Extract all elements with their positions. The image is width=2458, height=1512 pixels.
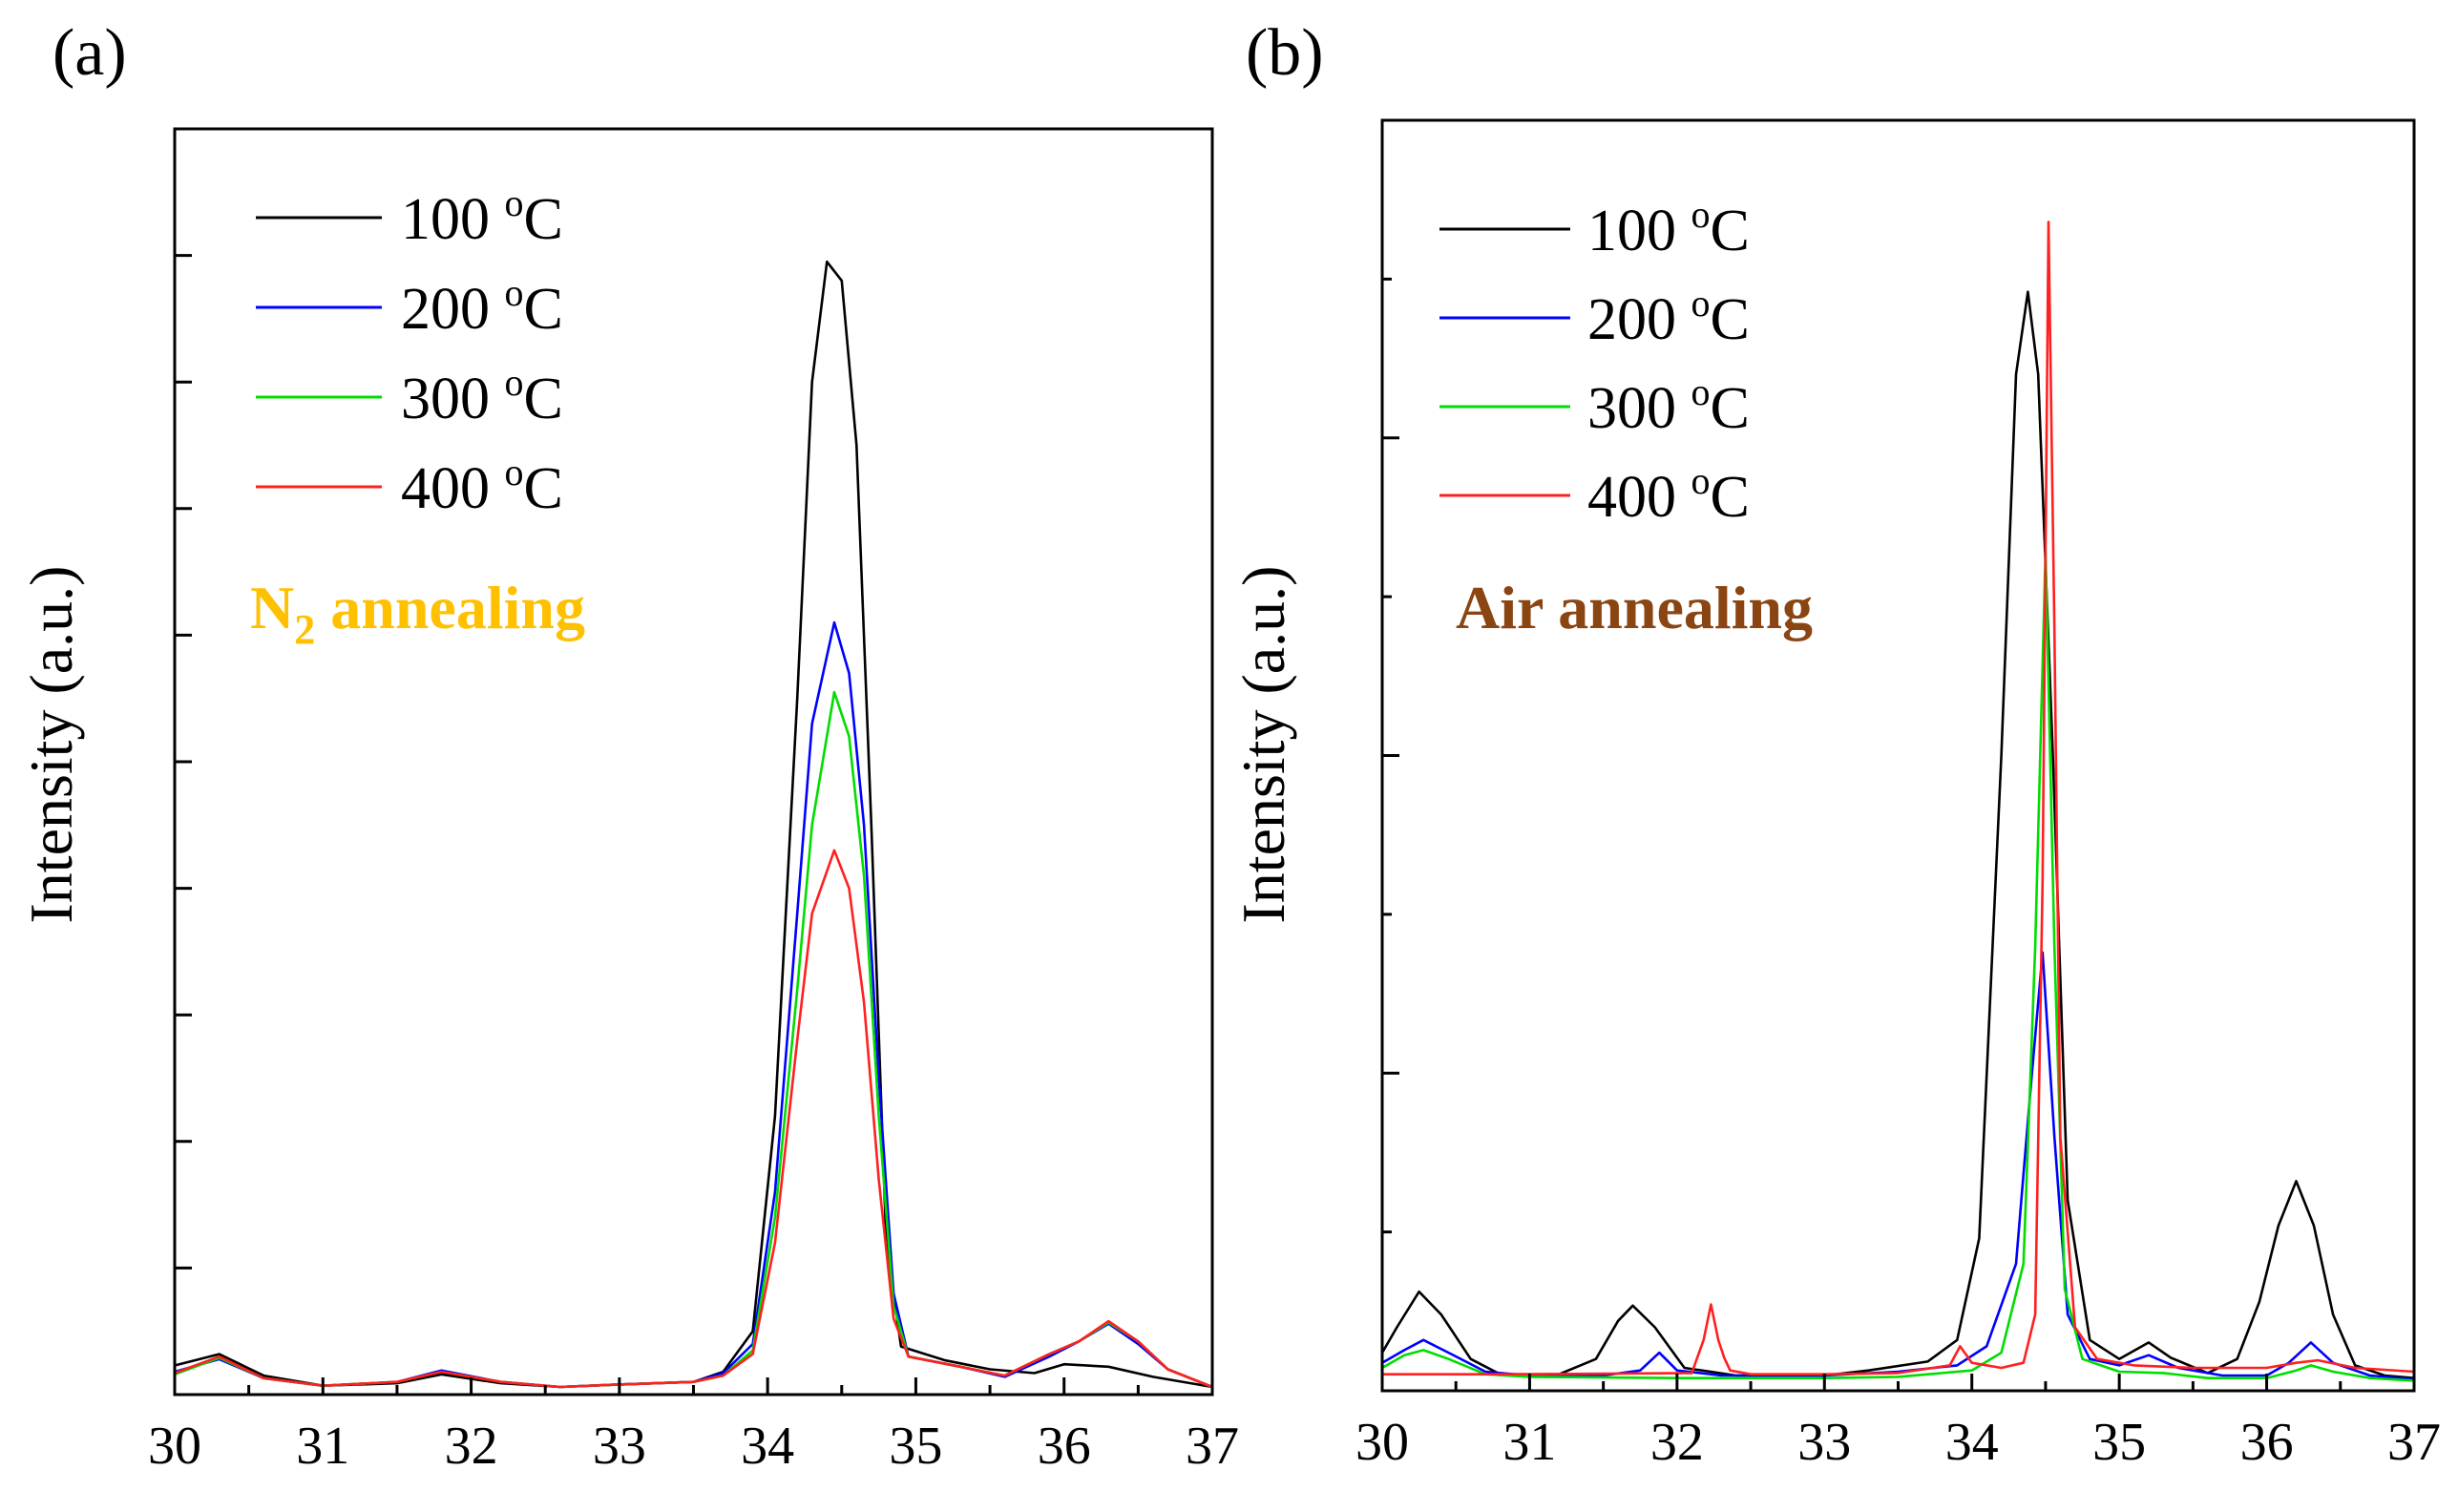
y-axis-title: Intensity (a.u.) [1229, 566, 1297, 924]
legend-label-degree: o [1691, 282, 1711, 325]
x-tick-label: 32 [1650, 1413, 1704, 1472]
y-axis-title: Intensity (a.u.) [17, 566, 85, 924]
x-tick-label: 33 [593, 1417, 646, 1476]
legend-label-degree: o [1691, 370, 1711, 413]
series-line-400C [1382, 220, 2415, 1376]
annotation-main: N [250, 574, 294, 641]
series-group [174, 260, 1213, 1389]
panel-label: (b) [1246, 16, 1324, 90]
series-line-300C [1381, 551, 2415, 1382]
x-tick-label: 36 [1038, 1417, 1091, 1476]
x-tick-label: 34 [1945, 1413, 1999, 1472]
legend-label-degree: o [505, 361, 524, 404]
annotation-main: Air annealing [1456, 574, 1813, 641]
series-line-300C [174, 690, 1213, 1389]
legend-label: 100 oC [401, 181, 563, 252]
legend-label-unit: C [524, 187, 563, 252]
x-tick-label: 34 [741, 1417, 794, 1476]
legend-label-degree: o [1691, 193, 1711, 236]
legend-label-unit: C [524, 456, 563, 521]
annotation-label: N2 annealing [250, 574, 585, 653]
legend-label-unit: C [524, 367, 563, 431]
x-tick-label: 32 [445, 1417, 498, 1476]
chart-panel-b: (b) 30 31 32 33 34 35 36 37 Intensity (a.u.) 100 o… [1229, 16, 2441, 1472]
x-tick-label: 37 [2387, 1413, 2441, 1472]
legend-label: 300 oC [1587, 370, 1750, 441]
series-line-400C [174, 849, 1213, 1389]
x-tick-label: 35 [889, 1417, 942, 1476]
legend-label: 100 oC [1587, 193, 1750, 263]
legend-label-value: 200 [401, 277, 505, 342]
x-tick-label: 33 [1797, 1413, 1851, 1472]
legend-label: 200 oC [401, 271, 563, 342]
x-tick-label: 31 [1502, 1413, 1556, 1472]
legend-label-value: 100 [1587, 199, 1691, 263]
x-tick-label: 37 [1186, 1417, 1239, 1476]
legend-label: 200 oC [1587, 282, 1750, 352]
legend-label-value: 400 [1587, 465, 1691, 530]
panel-label: (a) [53, 16, 127, 90]
x-tick-label: 35 [2092, 1413, 2146, 1472]
legend-label-value: 100 [401, 187, 505, 252]
x-tick-label: 30 [148, 1417, 201, 1476]
legend-label-unit: C [1711, 465, 1750, 530]
x-tick-label: 31 [296, 1417, 349, 1476]
series-line-100C [1380, 290, 2415, 1379]
annotation-label: Air annealing [1456, 574, 1813, 641]
legend-label: 300 oC [401, 361, 563, 431]
plot-frame [173, 127, 1214, 1396]
legend-label-unit: C [1711, 287, 1750, 352]
legend-label-degree: o [1691, 459, 1711, 502]
legend-label-value: 400 [401, 456, 505, 521]
plot-frame [1380, 118, 2416, 1393]
legend-label-unit: C [1711, 376, 1750, 441]
legend-label-degree: o [505, 181, 524, 224]
series-line-200C [1381, 951, 2415, 1381]
legend-label-degree: o [505, 451, 524, 494]
annotation-rest: annealing [315, 574, 585, 641]
series-group [1380, 220, 2415, 1382]
series-line-200C [174, 620, 1213, 1389]
legend-label-unit: C [524, 277, 563, 342]
legend-label-degree: o [505, 271, 524, 314]
x-tick-label: 36 [2240, 1413, 2294, 1472]
legend-label-value: 300 [401, 367, 505, 431]
legend-label: 400 oC [401, 451, 563, 521]
x-tick-label: 30 [1355, 1413, 1409, 1472]
legend-label-value: 300 [1587, 376, 1691, 441]
chart-panel-a: (a) 30 31 32 33 34 35 36 37 Intensity (a.u.) 100 o… [17, 16, 1239, 1476]
series-line-100C [174, 260, 1213, 1389]
legend-label: 400 oC [1587, 459, 1750, 530]
legend-label-unit: C [1711, 199, 1750, 263]
annotation-subscript: 2 [294, 606, 315, 653]
legend-label-value: 200 [1587, 287, 1691, 352]
